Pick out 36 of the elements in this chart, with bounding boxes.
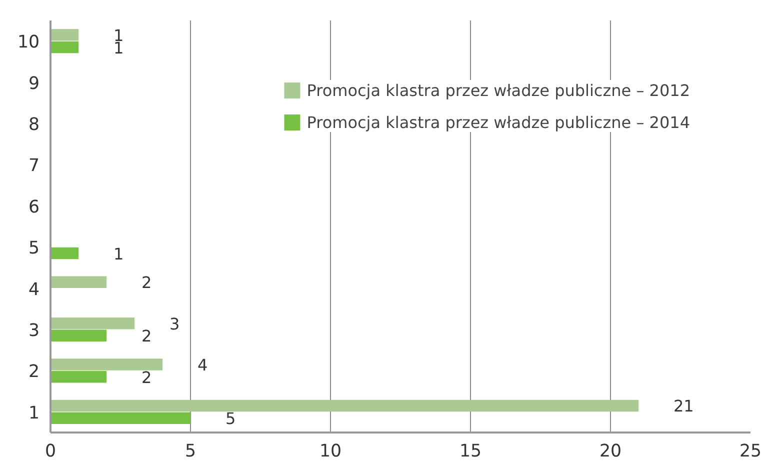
- y-tick-label: 5: [28, 238, 40, 259]
- data-label: 3: [170, 314, 180, 334]
- data-label: 21: [674, 396, 694, 416]
- y-tick-label: 8: [28, 115, 40, 135]
- y-tick-label: 4: [28, 280, 40, 300]
- bar: [50, 247, 78, 260]
- bar: [50, 317, 134, 330]
- data-label: 2: [142, 326, 152, 346]
- bar: [50, 371, 106, 383]
- data-label: 1: [114, 244, 124, 264]
- bar: [50, 330, 106, 342]
- y-tick-label: 9: [28, 74, 40, 94]
- y-tick-label: 7: [28, 156, 40, 176]
- data-label: 2: [142, 368, 152, 387]
- bar: [50, 412, 190, 424]
- x-tick-label: 25: [739, 442, 762, 462]
- data-label: 2: [142, 273, 152, 292]
- x-tick-label: 15: [459, 442, 482, 462]
- legend-label: Promocja klastra przez władze publiczne – 2014: [306, 112, 690, 132]
- bar: [50, 400, 638, 412]
- bar: [50, 41, 78, 54]
- y-tick-label: 1: [28, 403, 40, 424]
- y-tick-label: 6: [28, 197, 40, 218]
- bar: [50, 276, 106, 288]
- x-tick-label: 10: [319, 442, 342, 462]
- y-tick-label: 2: [28, 362, 40, 382]
- y-tick-label: 10: [17, 32, 40, 53]
- x-tick-label: 20: [599, 442, 622, 462]
- bar: [50, 358, 162, 370]
- y-tick-label: 3: [28, 321, 40, 341]
- data-label: 5: [226, 409, 236, 428]
- data-label: 4: [198, 356, 208, 375]
- x-tick-label: 5: [184, 442, 196, 462]
- x-tick-label: 0: [44, 442, 56, 462]
- legend-label: Promocja klastra przez władze publiczne – 2012: [306, 80, 690, 100]
- bar: [50, 29, 78, 41]
